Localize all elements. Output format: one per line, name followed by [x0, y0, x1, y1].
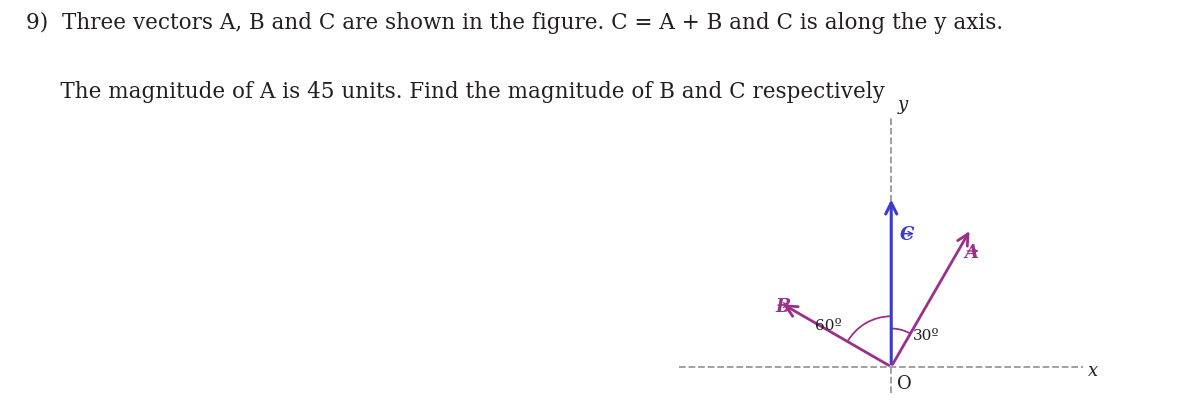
Text: 60º: 60º [815, 319, 841, 333]
Text: 30º: 30º [913, 329, 939, 343]
Text: y: y [897, 96, 908, 114]
Text: O: O [896, 375, 912, 393]
Text: The magnitude of A is 45 units. Find the magnitude of B and C respectively: The magnitude of A is 45 units. Find the… [26, 81, 885, 103]
Text: C: C [900, 226, 914, 244]
Text: 9)  Three vectors A, B and C are shown in the figure. C = A + B and C is along t: 9) Three vectors A, B and C are shown in… [26, 12, 1003, 34]
Text: A: A [965, 244, 978, 262]
Text: x: x [1088, 362, 1098, 380]
Text: B: B [775, 298, 790, 316]
